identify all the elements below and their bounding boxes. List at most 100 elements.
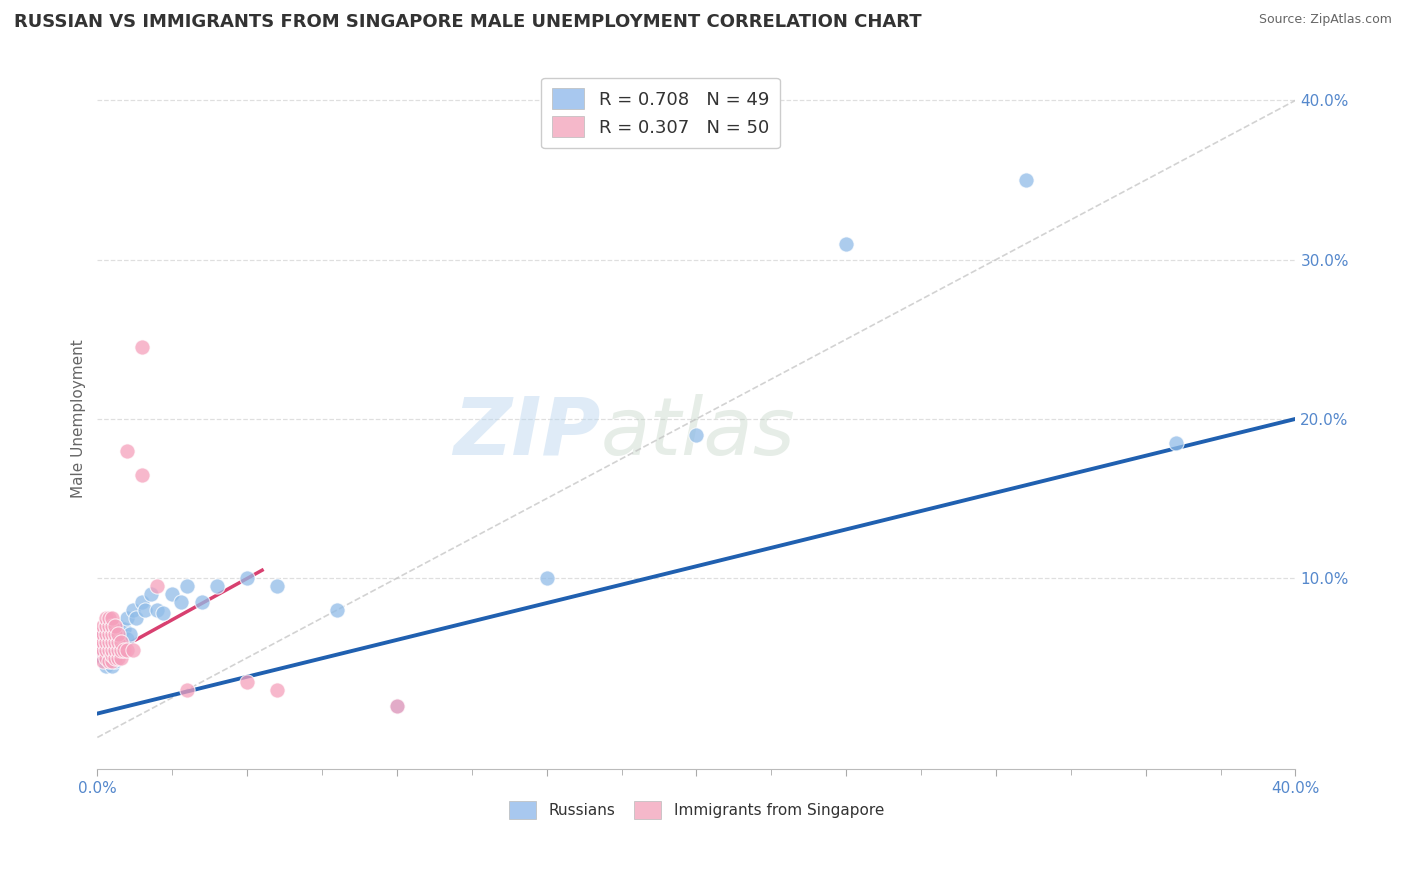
Point bbox=[96, 638, 118, 652]
Point bbox=[1015, 173, 1038, 187]
Point bbox=[1164, 435, 1187, 450]
Point bbox=[117, 443, 139, 458]
Point bbox=[236, 571, 259, 585]
Point bbox=[685, 427, 707, 442]
Point bbox=[101, 627, 124, 641]
Point bbox=[96, 658, 118, 673]
Point bbox=[89, 643, 111, 657]
Text: RUSSIAN VS IMMIGRANTS FROM SINGAPORE MALE UNEMPLOYMENT CORRELATION CHART: RUSSIAN VS IMMIGRANTS FROM SINGAPORE MAL… bbox=[14, 13, 922, 31]
Point bbox=[107, 650, 129, 665]
Point bbox=[96, 619, 118, 633]
Y-axis label: Male Unemployment: Male Unemployment bbox=[72, 340, 86, 499]
Point bbox=[96, 635, 118, 649]
Point bbox=[205, 579, 228, 593]
Point bbox=[131, 595, 153, 609]
Point bbox=[96, 611, 118, 625]
Point bbox=[385, 698, 408, 713]
Text: ZIP: ZIP bbox=[453, 394, 600, 472]
Point bbox=[98, 627, 121, 641]
Point bbox=[98, 654, 121, 668]
Point bbox=[96, 650, 118, 665]
Point bbox=[176, 579, 198, 593]
Point bbox=[93, 635, 115, 649]
Point bbox=[101, 643, 124, 657]
Point bbox=[96, 643, 118, 657]
Point bbox=[122, 643, 145, 657]
Point bbox=[117, 632, 139, 646]
Point bbox=[89, 635, 111, 649]
Point bbox=[146, 579, 169, 593]
Point bbox=[101, 611, 124, 625]
Point bbox=[176, 682, 198, 697]
Point bbox=[104, 627, 127, 641]
Point bbox=[98, 622, 121, 636]
Point bbox=[98, 650, 121, 665]
Point bbox=[104, 650, 127, 665]
Point bbox=[93, 619, 115, 633]
Point bbox=[93, 654, 115, 668]
Point bbox=[107, 627, 129, 641]
Point bbox=[134, 603, 156, 617]
Point bbox=[385, 698, 408, 713]
Point bbox=[93, 643, 115, 657]
Point bbox=[122, 603, 145, 617]
Point bbox=[104, 627, 127, 641]
Point bbox=[101, 619, 124, 633]
Point bbox=[120, 627, 142, 641]
Point bbox=[236, 674, 259, 689]
Point bbox=[112, 622, 135, 636]
Point bbox=[98, 643, 121, 657]
Point bbox=[107, 643, 129, 657]
Point bbox=[107, 643, 129, 657]
Point bbox=[266, 682, 288, 697]
Point bbox=[536, 571, 558, 585]
Point bbox=[98, 619, 121, 633]
Point bbox=[104, 635, 127, 649]
Point bbox=[107, 635, 129, 649]
Point bbox=[101, 654, 124, 668]
Point bbox=[131, 467, 153, 482]
Point bbox=[101, 658, 124, 673]
Point bbox=[93, 650, 115, 665]
Point bbox=[266, 579, 288, 593]
Point bbox=[101, 638, 124, 652]
Point bbox=[191, 595, 214, 609]
Point bbox=[96, 643, 118, 657]
Point bbox=[117, 611, 139, 625]
Point bbox=[152, 606, 174, 620]
Point bbox=[110, 650, 132, 665]
Legend: Russians, Immigrants from Singapore: Russians, Immigrants from Singapore bbox=[503, 795, 890, 825]
Point bbox=[96, 627, 118, 641]
Point bbox=[93, 627, 115, 641]
Point bbox=[117, 643, 139, 657]
Text: Source: ZipAtlas.com: Source: ZipAtlas.com bbox=[1258, 13, 1392, 27]
Point bbox=[104, 643, 127, 657]
Point bbox=[146, 603, 169, 617]
Point bbox=[107, 635, 129, 649]
Point bbox=[125, 611, 148, 625]
Point bbox=[170, 595, 193, 609]
Point bbox=[101, 648, 124, 662]
Point bbox=[101, 635, 124, 649]
Point bbox=[110, 627, 132, 641]
Point bbox=[104, 654, 127, 668]
Point bbox=[110, 635, 132, 649]
Text: atlas: atlas bbox=[600, 394, 796, 472]
Point bbox=[160, 587, 183, 601]
Point bbox=[98, 611, 121, 625]
Point bbox=[98, 635, 121, 649]
Point bbox=[98, 635, 121, 649]
Point bbox=[101, 643, 124, 657]
Point bbox=[326, 603, 349, 617]
Point bbox=[110, 643, 132, 657]
Point bbox=[104, 635, 127, 649]
Point bbox=[107, 619, 129, 633]
Point bbox=[93, 627, 115, 641]
Point bbox=[141, 587, 163, 601]
Point bbox=[89, 643, 111, 657]
Point bbox=[96, 627, 118, 641]
Point bbox=[104, 648, 127, 662]
Point bbox=[89, 627, 111, 641]
Point bbox=[110, 643, 132, 657]
Point bbox=[835, 236, 858, 251]
